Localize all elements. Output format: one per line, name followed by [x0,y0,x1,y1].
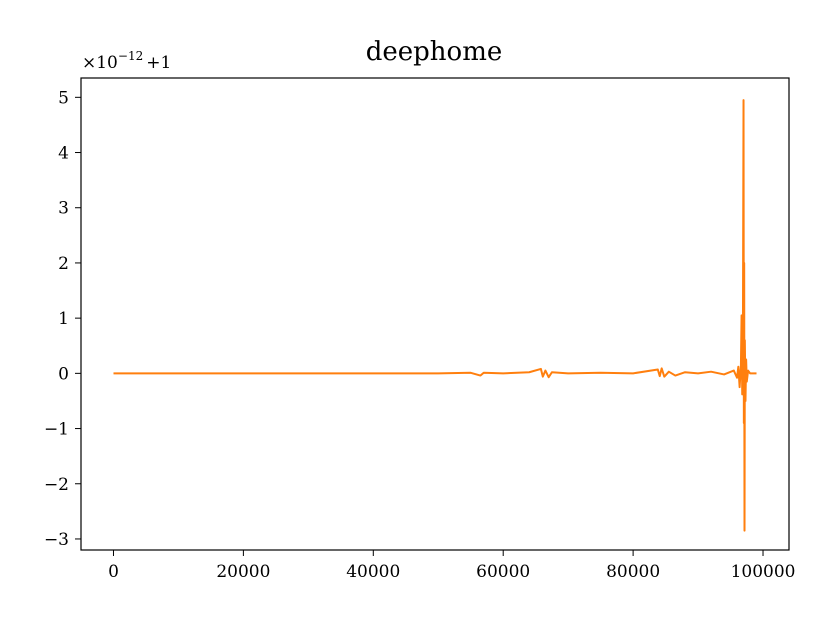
y-tick-label: 4 [58,144,69,164]
offset-exponent: −12 [118,49,143,63]
chart-title: deephome [366,37,503,67]
y-tick-label: 2 [58,254,69,274]
offset-suffix: +1 [146,53,171,73]
x-tick-label: 40000 [346,562,400,582]
axes-frame [80,77,790,551]
x-axis: 0 20000 40000 60000 80000 100000 [108,550,795,582]
y-tick-label: −3 [44,530,69,550]
y-tick-label: 0 [58,364,69,384]
y-tick-label: 3 [58,199,69,219]
x-tick-label: 80000 [606,562,660,582]
x-tick-label: 100000 [731,562,796,582]
x-tick-label: 0 [108,562,119,582]
y-axis: −3 −2 −1 0 1 2 3 4 5 [44,88,81,550]
series-line [113,99,757,532]
y-tick-label: −1 [44,420,69,440]
y-tick-label: 5 [58,88,69,108]
y-tick-label: −2 [44,475,69,495]
plot-area [113,99,757,532]
offset-prefix: ×10 [82,53,118,73]
offset-label: ×10−12 +1 [82,49,171,73]
x-tick-label: 60000 [476,562,530,582]
y-tick-label: 1 [58,309,69,329]
x-tick-label: 20000 [216,562,270,582]
